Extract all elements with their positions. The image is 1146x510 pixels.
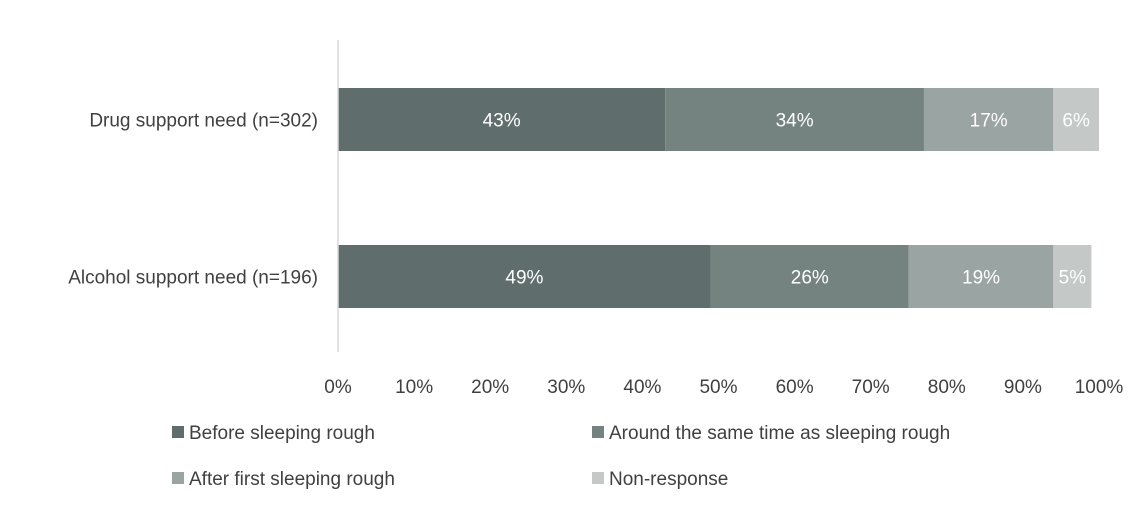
legend: Before sleeping rough Around the same tim… <box>172 423 950 490</box>
bar-segment <box>665 88 924 151</box>
legend-label: After first sleeping rough <box>189 469 395 490</box>
bar-segment <box>338 245 711 308</box>
data-label: 26% <box>791 268 829 289</box>
data-label: 5% <box>1059 268 1087 289</box>
x-tick-label: 70% <box>852 377 890 398</box>
bar-segment <box>1053 245 1092 308</box>
x-tick-label: 80% <box>928 377 966 398</box>
category-label: Drug support need (n=302) <box>89 111 318 132</box>
data-label: 19% <box>962 268 1000 289</box>
legend-swatch <box>592 426 604 438</box>
data-label: 34% <box>776 111 814 132</box>
data-label: 17% <box>970 111 1008 132</box>
legend-swatch <box>172 472 184 484</box>
x-tick-label: 100% <box>1075 377 1124 398</box>
x-tick-label: 30% <box>547 377 585 398</box>
data-label: 6% <box>1062 111 1090 132</box>
x-tick-label: 40% <box>623 377 661 398</box>
x-tick-label: 0% <box>324 377 352 398</box>
bar-segment <box>908 245 1054 308</box>
bar-segment <box>1053 88 1099 151</box>
x-tick-labels: 0% 10% 20% 30% 40% 50% 60% 70% 80% 90% 100% <box>324 377 1123 398</box>
legend-swatch <box>592 472 604 484</box>
legend-label: Around the same time as sleeping rough <box>609 423 950 444</box>
x-tick-label: 50% <box>699 377 737 398</box>
x-tick-label: 20% <box>471 377 509 398</box>
legend-label: Before sleeping rough <box>189 423 375 444</box>
bar-segment <box>338 88 666 151</box>
data-label: 49% <box>505 268 543 289</box>
x-tick-label: 10% <box>395 377 433 398</box>
x-tick-label: 90% <box>1004 377 1042 398</box>
bar-segment <box>923 88 1054 151</box>
bar-segment <box>710 245 909 308</box>
legend-swatch <box>172 426 184 438</box>
data-label: 43% <box>483 111 521 132</box>
bar-group: 43% 34% 17% 6% 49% 26% 19% 5% <box>338 88 1099 308</box>
legend-label: Non-response <box>609 469 728 490</box>
category-labels: Drug support need (n=302) Alcohol support… <box>68 111 318 289</box>
x-tick-label: 60% <box>776 377 814 398</box>
category-label: Alcohol support need (n=196) <box>68 268 318 289</box>
